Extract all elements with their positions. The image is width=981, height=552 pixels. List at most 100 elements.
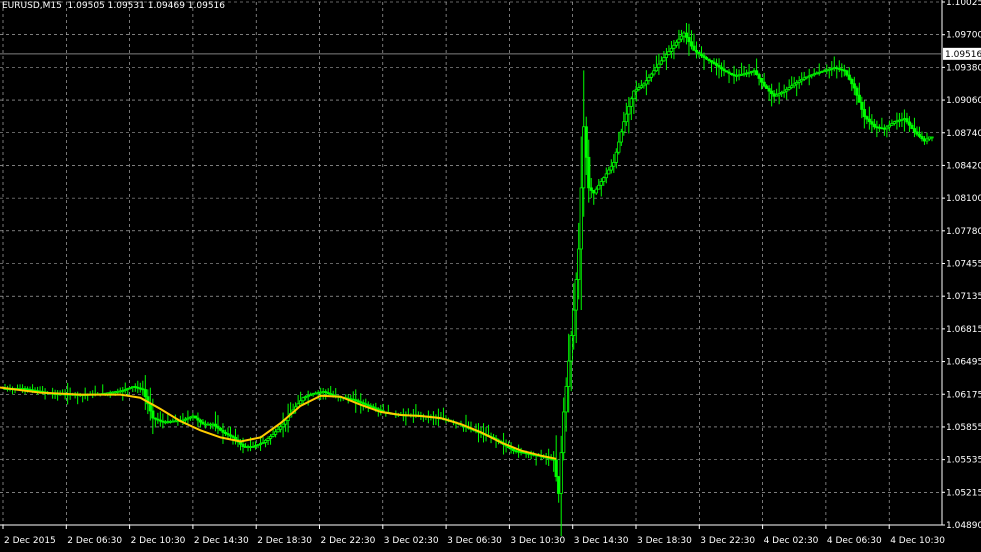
current-price-label: 1.09516 xyxy=(945,50,981,60)
candle-body xyxy=(855,87,859,96)
candle-body xyxy=(131,386,135,388)
y-tick-label: 1.05855 xyxy=(946,423,981,433)
x-tick-label: 4 Dec 02:30 xyxy=(764,536,819,546)
candle-body xyxy=(704,57,709,60)
candle-body xyxy=(817,71,821,74)
candle-body xyxy=(622,121,626,133)
candle-body xyxy=(795,82,799,85)
y-tick-label: 1.04890 xyxy=(946,521,981,531)
candle-body xyxy=(862,109,866,117)
candle-body xyxy=(517,450,521,453)
candle-body xyxy=(880,127,884,130)
candle-body xyxy=(734,74,739,77)
candle-body xyxy=(243,446,248,448)
candle-body xyxy=(682,32,686,37)
candle-body xyxy=(248,446,253,448)
candle-body xyxy=(266,438,270,441)
candle-body xyxy=(123,389,127,391)
candle-body xyxy=(371,406,375,409)
candle-body xyxy=(374,407,378,410)
candle-body xyxy=(208,423,213,426)
candle-body xyxy=(171,420,175,423)
y-tick-label: 1.06175 xyxy=(946,390,981,400)
candle-body xyxy=(183,418,187,421)
candle-body xyxy=(301,397,305,402)
candle-body xyxy=(892,121,896,124)
candle-body xyxy=(845,70,849,76)
candle-body xyxy=(514,450,518,453)
candle-body xyxy=(872,123,876,128)
candle-body xyxy=(354,399,358,402)
candle-body xyxy=(912,128,917,133)
candle-body xyxy=(577,248,581,280)
candle-body xyxy=(712,61,716,65)
candle-body xyxy=(800,79,804,82)
candle-body xyxy=(925,138,929,142)
candle-body xyxy=(920,136,924,140)
candle-body xyxy=(511,448,516,452)
candle-body xyxy=(885,126,889,130)
candle-body xyxy=(780,91,784,95)
candle-body xyxy=(649,73,653,78)
x-tick-label: 2 Dec 06:30 xyxy=(67,536,122,546)
candle-body xyxy=(667,50,671,55)
candle-body xyxy=(877,126,881,129)
y-tick-label: 1.05535 xyxy=(946,456,981,466)
candle-body xyxy=(807,75,811,78)
candle-body xyxy=(166,421,170,424)
candle-body xyxy=(572,309,576,336)
candle-body xyxy=(304,396,308,399)
x-tick-label: 2 Dec 2015 xyxy=(4,536,56,546)
candle-body xyxy=(749,71,754,73)
candle-body xyxy=(211,423,215,426)
candle-body xyxy=(163,421,167,424)
candle-body xyxy=(694,49,699,53)
candle-body xyxy=(870,121,874,125)
candle-body xyxy=(604,173,608,179)
y-tick-label: 1.06815 xyxy=(946,325,981,335)
candle-body xyxy=(709,60,714,63)
candle-body xyxy=(867,118,871,123)
candle-body xyxy=(306,395,310,398)
x-tick-label: 2 Dec 14:30 xyxy=(194,536,249,546)
candle-body xyxy=(246,446,250,448)
candle-body xyxy=(319,391,323,394)
y-tick-label: 1.08420 xyxy=(946,161,981,171)
candle-body xyxy=(812,73,816,76)
candle-body xyxy=(126,388,130,390)
candle-body xyxy=(116,390,120,393)
candle-body xyxy=(827,68,831,71)
candle-body xyxy=(825,69,829,72)
y-tick-label: 1.06495 xyxy=(946,358,981,368)
candle-body xyxy=(584,126,588,158)
candle-body xyxy=(679,35,684,40)
candle-body xyxy=(108,392,112,394)
candle-body xyxy=(657,63,661,68)
candle-body xyxy=(567,360,571,387)
candle-body xyxy=(927,136,932,140)
candle-body xyxy=(597,184,601,190)
symbol-info: EURUSD,M15 1.09505 1.09531 1.09469 1.095… xyxy=(2,1,226,11)
candle-body xyxy=(557,476,561,494)
candle-body xyxy=(930,136,934,139)
candle-body xyxy=(644,80,648,85)
candle-body xyxy=(241,443,245,447)
candle-body xyxy=(785,88,789,92)
candle-body xyxy=(203,423,208,426)
candle-body xyxy=(206,423,210,426)
candle-body xyxy=(366,404,370,407)
candle-body xyxy=(226,433,230,436)
candle-body xyxy=(777,93,781,96)
candle-body xyxy=(810,74,814,77)
candle-body xyxy=(136,386,140,389)
candle-body xyxy=(639,85,643,88)
candle-body xyxy=(837,68,841,70)
candle-body xyxy=(917,133,922,137)
y-tick-label: 1.09380 xyxy=(946,63,981,73)
candle-body xyxy=(902,118,907,121)
candle-body xyxy=(554,459,558,478)
candle-body xyxy=(118,390,122,393)
candle-body xyxy=(857,94,861,103)
